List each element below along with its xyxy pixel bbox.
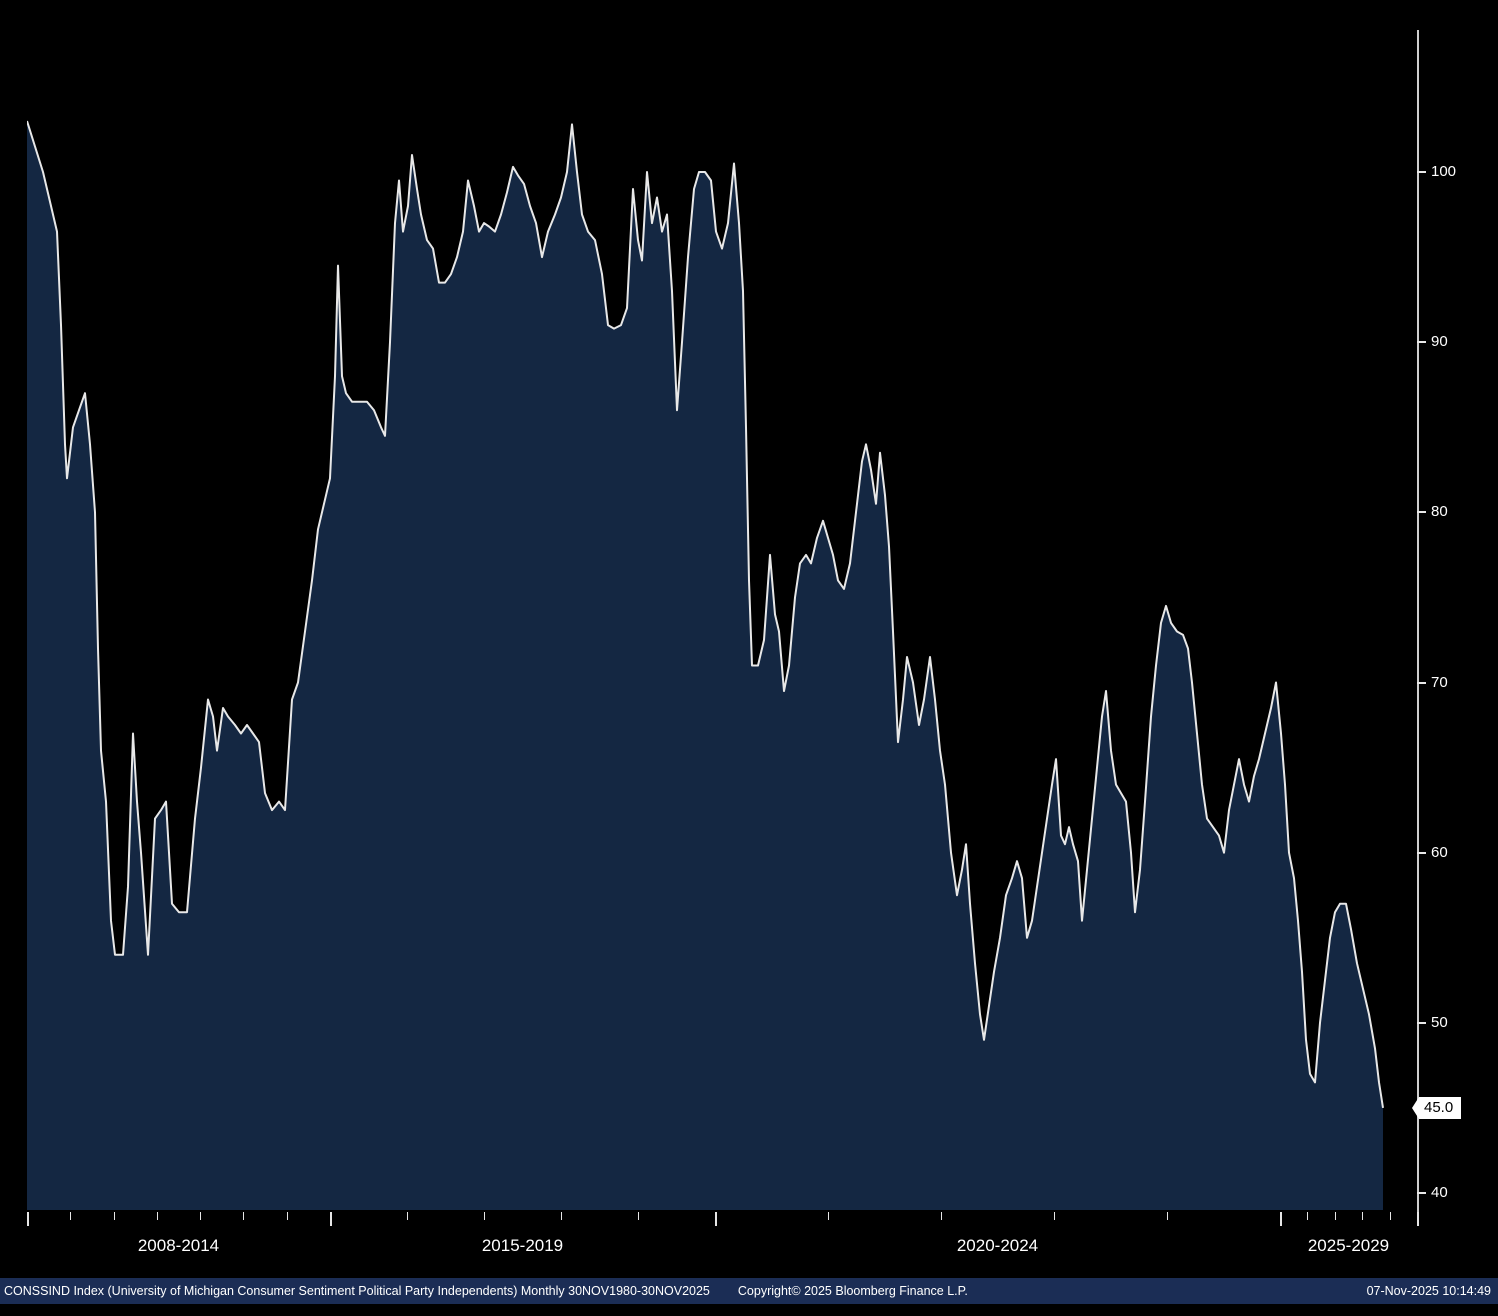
footer-copyright: Copyright© 2025 Bloomberg Finance L.P. [737, 1284, 968, 1298]
x-minor-tick [1307, 1212, 1309, 1220]
x-section-label: 2008-2014 [137, 1236, 220, 1255]
y-tick-label: 70 [1431, 673, 1448, 691]
x-major-tick [715, 1212, 717, 1226]
area-fill [27, 121, 1383, 1210]
y-tick-label: 80 [1431, 503, 1448, 521]
x-minor-tick [113, 1212, 115, 1220]
x-minor-tick [286, 1212, 288, 1220]
y-axis-line [1417, 30, 1419, 1212]
x-minor-tick [407, 1212, 408, 1220]
last-value-pointer-icon [1412, 1096, 1419, 1119]
y-tick [1417, 511, 1426, 514]
x-minor-tick [638, 1212, 639, 1220]
y-tick [1417, 851, 1426, 854]
x-section-label: 2015-2019 [481, 1236, 564, 1255]
y-tick [1417, 1192, 1426, 1194]
y-tick [1417, 171, 1426, 173]
x-minor-tick [484, 1212, 485, 1220]
x-minor-tick [561, 1212, 562, 1220]
plot-area [27, 30, 1417, 1210]
x-minor-tick [1334, 1212, 1336, 1220]
consumer-sentiment-area-chart [27, 120, 1384, 1210]
y-tick-label: 90 [1431, 333, 1448, 351]
footer-bar: CONSSIND Index (University of Michigan C… [0, 1278, 1498, 1304]
x-minor-tick [70, 1212, 72, 1220]
x-major-tick [1280, 1212, 1282, 1226]
x-major-tick [1417, 1212, 1419, 1226]
y-tick [1417, 341, 1426, 344]
series-line [27, 120, 1384, 1109]
footer-timestamp: 07-Nov-2025 10:14:49 [1366, 1284, 1491, 1298]
y-tick [1417, 1021, 1426, 1024]
y-tick [1417, 681, 1426, 684]
x-minor-tick [200, 1212, 202, 1220]
last-value-text: 45.0 [1424, 1099, 1454, 1117]
x-major-tick [27, 1212, 29, 1226]
y-tick-label: 100 [1431, 163, 1457, 180]
y-tick-label: 50 [1431, 1013, 1448, 1031]
x-minor-tick [1389, 1212, 1391, 1220]
x-minor-tick [1362, 1212, 1364, 1220]
x-minor-tick [1054, 1212, 1055, 1220]
y-tick-label: 60 [1431, 843, 1448, 861]
x-minor-tick [1167, 1212, 1168, 1220]
x-section-label: 2025-2029 [1307, 1236, 1390, 1255]
x-minor-tick [828, 1212, 829, 1220]
x-minor-tick [243, 1212, 245, 1220]
y-tick-label: 40 [1431, 1184, 1448, 1201]
footer-security-description: CONSSIND Index (University of Michigan C… [4, 1284, 710, 1298]
last-value-label: 45.0 [1412, 1096, 1462, 1119]
x-minor-tick [941, 1212, 942, 1220]
x-minor-tick [156, 1212, 158, 1220]
x-major-tick [330, 1212, 332, 1226]
x-section-label: 2020-2024 [956, 1236, 1039, 1255]
